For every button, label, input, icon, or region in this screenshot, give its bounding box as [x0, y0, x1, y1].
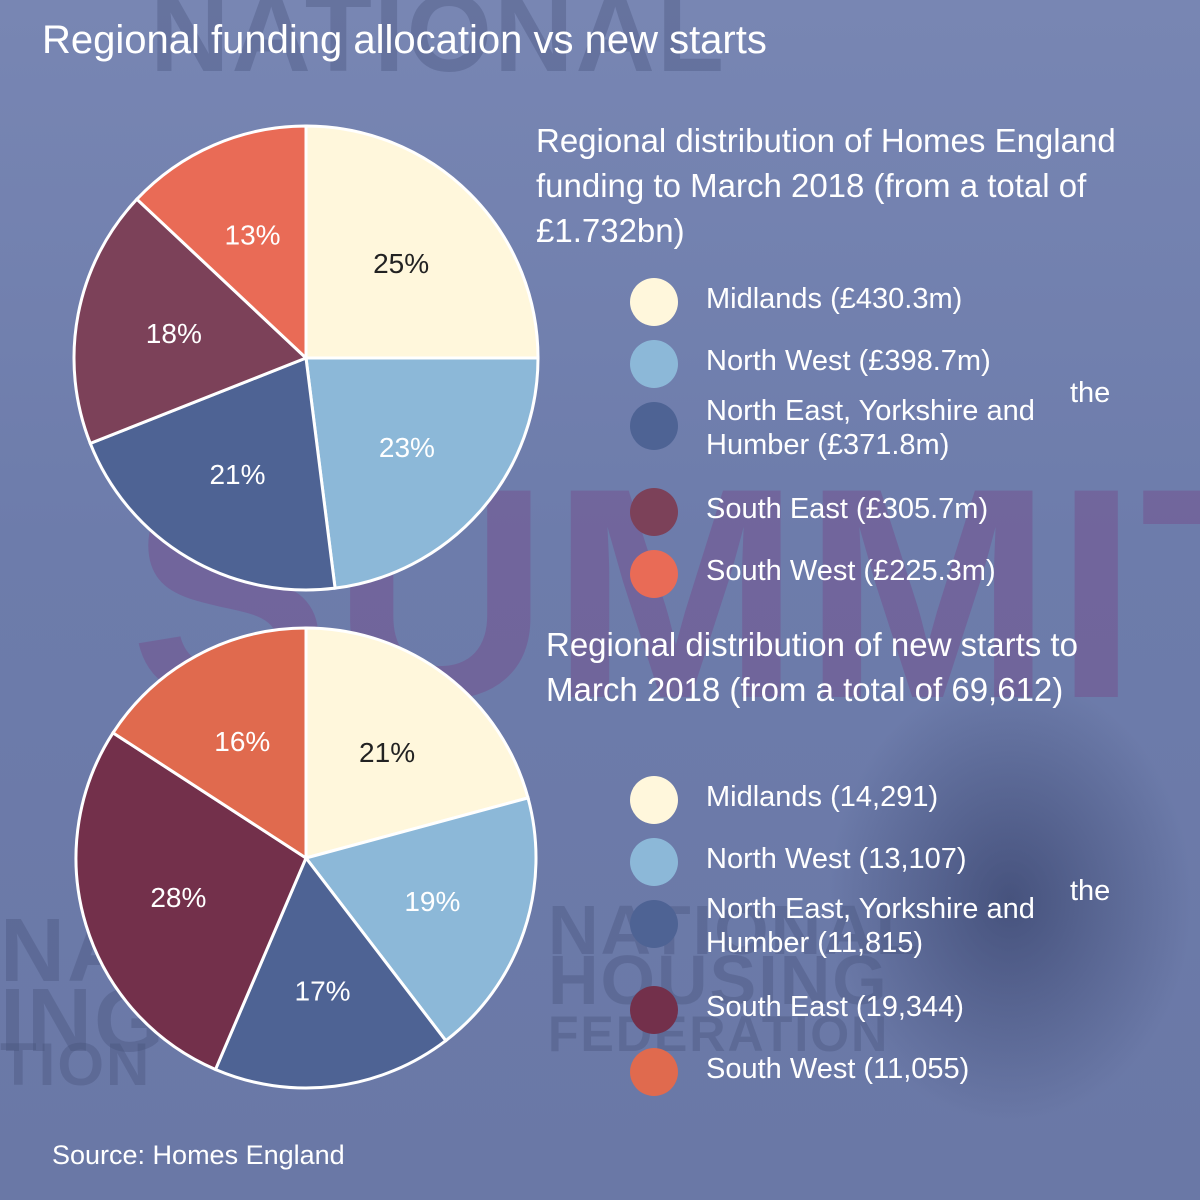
legend-label: South West (11,055) [706, 1053, 970, 1085]
legend-swatch [630, 550, 678, 598]
legend-label-suffix: the [1070, 377, 1111, 409]
main-title: Regional funding allocation vs new start… [42, 18, 767, 62]
pie-slice-north-west [303, 796, 538, 1043]
legend-swatch [630, 986, 678, 1034]
starts-chart-title: Regional distribution of new starts to M… [546, 626, 1078, 708]
pie-slice-south-west [110, 626, 308, 861]
legend-label: North East, Yorkshire and Humber (£371.8… [706, 395, 1035, 461]
legend-swatch [630, 1048, 678, 1096]
legend-label: South West (£225.3m) [706, 555, 996, 587]
legend-label: South East (19,344) [706, 991, 964, 1023]
legend-label: South East (£305.7m) [706, 493, 989, 525]
pie-slice-south-east [72, 197, 309, 446]
pie-slice-south-east [74, 730, 308, 1072]
legend-label: Midlands (£430.3m) [706, 283, 963, 315]
pie-slice-midlands [304, 626, 530, 860]
legend-label: North West (13,107) [706, 843, 967, 875]
slice-label-north-east-yorkshire-and-the-humber: 17% [295, 975, 351, 1006]
slice-label-north-west: 23% [379, 432, 435, 463]
slice-label-south-east: 18% [146, 318, 202, 349]
slice-label-midlands: 21% [359, 737, 415, 768]
legend-label: North West (£398.7m) [706, 345, 991, 377]
pie-slice-north-west [304, 356, 540, 590]
slice-label-south-west: 13% [225, 220, 281, 251]
pie-slice-north-east-yorkshire-and-the-humber [213, 855, 448, 1090]
legend-swatch [630, 402, 678, 450]
legend-swatch [630, 278, 678, 326]
funding-pie-chart: 25% 23% 21% 18% 13% [72, 124, 540, 592]
legend-label: Midlands (14,291) [706, 781, 939, 813]
pie-slice-south-west [134, 124, 308, 362]
slice-label-north-east-yorkshire-and-the-humber: 21% [209, 459, 265, 490]
legend-swatch [630, 900, 678, 948]
legend-swatch [630, 488, 678, 536]
starts-pie-chart: 21% 19% 17% 28% 16% [74, 626, 538, 1090]
funding-chart-title: Regional distribution of Homes England f… [536, 122, 1116, 249]
legend-swatch [630, 776, 678, 824]
pie-slice-midlands [304, 124, 540, 360]
pie-slice-north-east-yorkshire-and-the-humber [88, 355, 337, 592]
source-note: Source: Homes England [52, 1140, 345, 1170]
legend-swatch [630, 838, 678, 886]
legend-label-suffix: the [1070, 875, 1111, 907]
legend-label: North East, Yorkshire and Humber (11,815… [706, 893, 1035, 959]
slice-label-north-west: 19% [404, 886, 460, 917]
slice-label-south-east: 28% [150, 882, 206, 913]
slice-label-south-west: 16% [214, 726, 270, 757]
legend-swatch [630, 340, 678, 388]
slice-label-midlands: 25% [373, 248, 429, 279]
